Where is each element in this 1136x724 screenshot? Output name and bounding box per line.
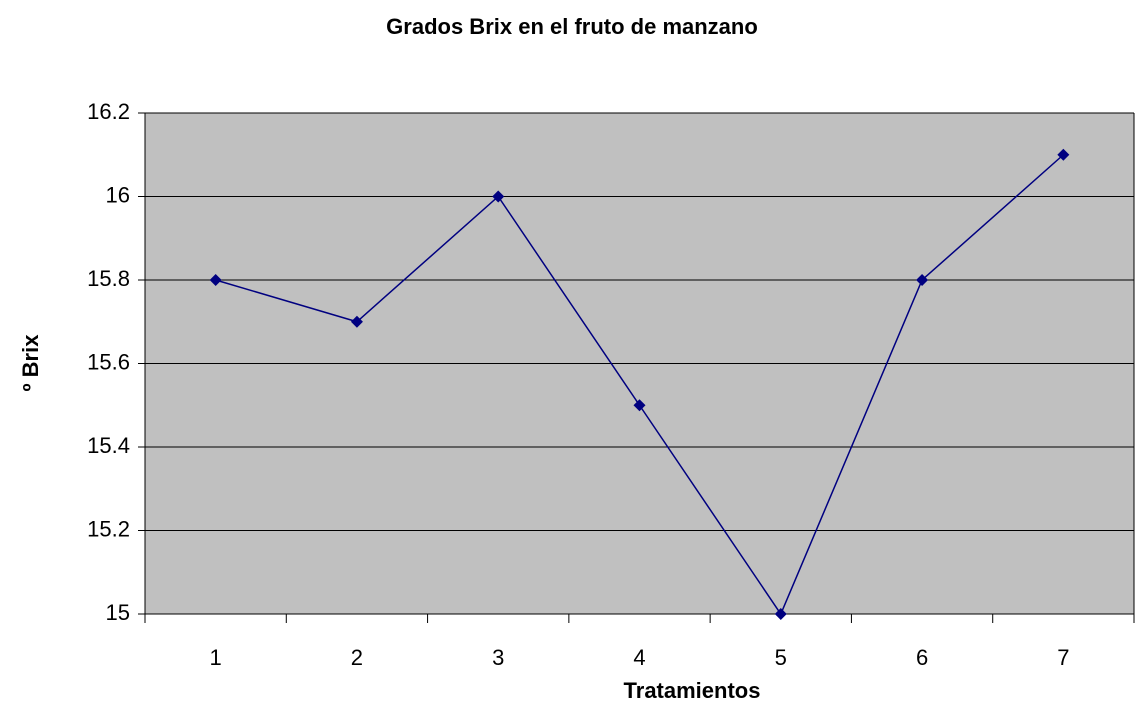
y-tick-label: 15.6 xyxy=(87,349,130,374)
x-tick-label: 5 xyxy=(775,645,787,670)
x-tick-label: 1 xyxy=(210,645,222,670)
y-tick-label: 15 xyxy=(106,600,130,625)
chart-title: Grados Brix en el fruto de manzano xyxy=(386,14,758,39)
x-tick-label: 2 xyxy=(351,645,363,670)
marker xyxy=(916,274,929,286)
y-tick-label: 16 xyxy=(106,182,130,207)
marker xyxy=(492,190,505,203)
y-tick-label: 15.2 xyxy=(87,516,130,541)
x-tick-label: 7 xyxy=(1057,645,1069,670)
y-tick-label: 15.4 xyxy=(87,433,130,458)
x-tick-label: 4 xyxy=(633,645,645,670)
x-tick-label: 3 xyxy=(492,645,504,670)
marker xyxy=(633,399,646,412)
y-tick-label: 15.8 xyxy=(87,266,130,291)
x-tick-label: 6 xyxy=(916,645,928,670)
marker xyxy=(774,608,787,620)
marker xyxy=(350,315,363,328)
marker xyxy=(209,274,222,286)
marker xyxy=(1057,148,1070,161)
x-axis-label: Tratamientos xyxy=(624,678,761,703)
y-axis-label: º Brix xyxy=(18,334,43,392)
y-tick-label: 16.2 xyxy=(87,99,130,124)
